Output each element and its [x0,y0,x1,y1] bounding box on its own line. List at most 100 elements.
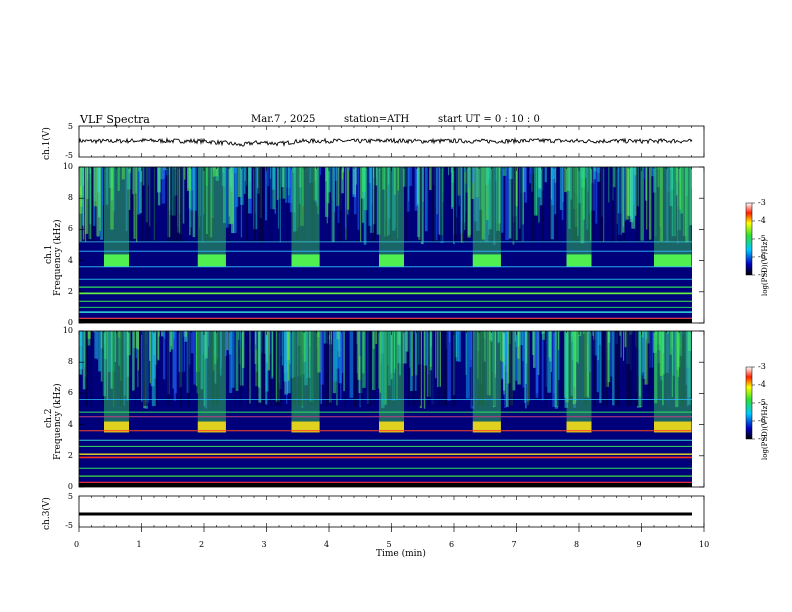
ch2-spectrogram-streak [173,331,176,401]
ch1-spectrogram-streak [608,167,610,203]
ch2-spectrogram-gap [120,331,122,406]
ch2-spectrogram-gap [264,331,266,406]
ch2-spectrogram-streak [542,331,545,340]
ch2-spectrogram-gap [617,331,620,406]
ch2-spectrogram-streak [278,331,281,367]
ch2-spectrogram-streak [231,331,235,388]
ch2-spectrogram-gap [508,331,511,406]
ch2-spectrogram-tone-4 [472,421,501,433]
ch1-spectrogram-streak [97,167,100,192]
x-tick-10: 10 [699,540,710,549]
ch2-spectrogram-streak [390,331,394,380]
ch2-spectrogram-streak [676,331,679,343]
ch2-spectrogram-tone-2 [291,421,320,433]
ch2-spectrogram-gap [240,331,242,406]
ch1-spectrogram-streak [167,167,171,238]
ch1-spectrogram-ytick-6: 6 [67,224,73,234]
ch2-spectrogram-dc-strip [79,483,692,487]
ch2-spectrogram-streak [362,331,366,388]
ch1-spec-ylabel: Frequency (kHz) [53,219,63,296]
ch1-spectrogram-gap [534,167,536,242]
ch1-spectrogram-streak [382,167,386,190]
ch2-spectrogram-streak [270,331,274,379]
ch1-spectrogram-gap [611,167,614,242]
ch2-spectrogram-streak [118,331,121,366]
ch1-spectrogram-streak [131,167,134,195]
ch1-spectrogram-streak [488,167,493,230]
ch2-spectrogram-streak [297,331,299,377]
x-tick-5: 5 [386,540,392,549]
ch2-spectrogram-streak [317,331,321,373]
ch1-spectrogram-gap [479,167,481,242]
ch1-spectrogram-streak [485,167,489,185]
ch1-spectrogram-streak [680,167,684,214]
ch1-spectrogram-gap [619,167,621,242]
ch2-spectrogram-streak [137,331,139,371]
ch2-spectrogram-gap [427,331,430,406]
ch1-spectrogram-gap [175,167,178,242]
ch2-spectrogram-cb-tick-label: -4 [758,380,766,389]
ch1-spectrogram-streak [564,167,568,193]
ch1-spectrogram-gap [259,167,261,242]
ch2-spectrogram-streak [384,331,387,405]
ch2-spectrogram-ytick-2: 2 [67,450,73,460]
ch1-spectrogram-cb-tick-label: -5 [758,234,766,243]
ch2-spectrogram-streak [336,331,341,340]
ch1-wave-ylabel: ch.1(V) [42,127,52,160]
ch1-spectrogram-gap [419,167,422,242]
ch2-spectrogram-streak [465,331,470,399]
ch1-spectrogram-streak [86,167,90,199]
ch3-waveform-frame [78,495,705,528]
ch1-spectrogram-gap [174,167,176,242]
ch2-spectrogram-empty [692,331,704,487]
ch2-spectrogram-gap [640,331,642,406]
ch1-spectrogram-streak [354,167,356,198]
ch2-spectrogram-streak [599,331,602,403]
ch1-spectrogram-streak [524,167,527,203]
ch1-spectrogram-streak [648,167,652,240]
ch2-spectrogram-streak [193,331,196,385]
ch1-spectrogram-gap [587,167,590,242]
ch1-spectrogram-streak [448,167,450,176]
ch1-spectrogram-streak [589,167,592,241]
ch2-spectrogram-streak [659,331,663,376]
ch2-spectrogram-gap [569,331,571,406]
ch1-spectrogram-gap [371,167,373,242]
ch2-spectrogram-gap [298,331,300,406]
ch1-spectrogram-streak [666,167,669,243]
ch2-spectrogram-streak [505,331,508,384]
ch2-spectrogram-gap [452,331,454,406]
ch2-spectrogram-gap [650,331,652,406]
ch1-spectrogram-gap [462,167,465,242]
ch1-spectrogram-streak [368,167,373,226]
ch1-spectrogram-streak [84,167,89,234]
ch1-spectrogram-gap [130,167,133,242]
ch1-spectrogram-streak [223,167,226,224]
ch2-spectrogram-streak [654,331,658,404]
ch2-spectrogram-gap [637,331,639,406]
ch1-spectrogram-gap [103,167,105,242]
ch1-waveform-ytick-bot: -5 [65,151,73,160]
ch2-spectrogram-streak [623,331,625,361]
ch2-spectrogram-streak [229,331,233,393]
ch2-spectrogram-gap [487,331,489,406]
ch1-spectrogram-streak [566,167,570,191]
ch2-spectrogram-gap [143,331,146,406]
ch1-spectrogram-streak [561,167,564,221]
ch2-spectrogram-streak [141,331,143,402]
ch2-spectrogram-ytick-8: 8 [67,357,73,367]
ch2-spectrogram-gap [279,331,282,406]
ch1-spectrogram-streak [82,167,85,240]
ch1-spectrogram-gap [204,167,207,242]
ch1-spectrogram-streak [125,167,128,232]
ch1-spectrogram-tone-3 [379,254,404,267]
ch2-spectrogram-ytick-0: 0 [67,482,73,491]
ch2-spectrogram-gap [416,331,419,406]
ch2-spectrogram-streak [333,331,337,339]
ch2-spectrogram-streak [290,331,294,379]
ch2-spectrogram-streak [96,331,99,360]
ch2-spectrogram-streak [226,331,229,351]
ch1-spectrogram-tone-6 [654,254,692,267]
ch1-spectrogram-streak [584,167,588,178]
ch1-spectrogram-streak [265,167,268,221]
